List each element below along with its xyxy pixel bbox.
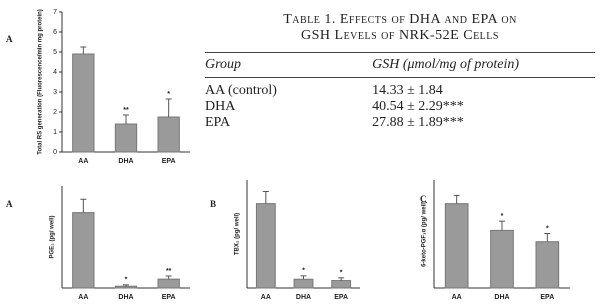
- row: EPA 27.88 ± 1.89***: [205, 115, 595, 131]
- cell: 40.54 ± 2.29***: [372, 99, 464, 114]
- cell: 14.33 ± 1.84: [372, 83, 443, 98]
- x-tick-label: EPA: [162, 158, 176, 165]
- bar: [114, 285, 138, 289]
- header-cell: Group: [205, 52, 303, 78]
- x-tick-label: EPA: [162, 294, 176, 301]
- table-title: Table 1. Effects of DHA and EPA on: [283, 12, 517, 27]
- cell: EPA: [205, 115, 231, 130]
- annotation: *: [546, 225, 549, 232]
- x-tick-label: EPA: [540, 294, 554, 301]
- cell: AA (control): [205, 83, 277, 98]
- bar: [114, 123, 138, 153]
- row: DHA 40.54 ± 2.29***: [205, 99, 595, 115]
- y-tick-label: 2: [53, 109, 57, 116]
- annotation: *: [167, 91, 170, 98]
- panel-label: B: [210, 199, 216, 209]
- x-tick-label: DHA: [118, 294, 133, 301]
- bar: [293, 278, 314, 289]
- y-tick-label: 7: [53, 9, 57, 16]
- error-bar: [262, 190, 269, 204]
- x-tick-label: AA: [78, 294, 88, 301]
- error-bar: [300, 275, 307, 280]
- annotation: **: [123, 107, 129, 114]
- bar: [331, 280, 352, 289]
- error-bar: [123, 114, 129, 124]
- header-row: Group GSH (μmol/mg of protein): [205, 52, 595, 78]
- bar: [157, 116, 180, 153]
- annotation: **: [166, 268, 172, 275]
- bar: [72, 212, 95, 289]
- x-tick-label: DHA: [296, 294, 311, 301]
- y-tick-label: 6: [53, 29, 57, 36]
- bar: [444, 203, 469, 289]
- y-tick-label: 4: [53, 69, 57, 76]
- error-bar: [165, 275, 172, 280]
- y-tick-label: 0: [53, 149, 57, 156]
- annotation: *: [340, 270, 343, 277]
- error-bar: [499, 220, 505, 231]
- x-tick-label: EPA: [334, 294, 348, 301]
- y-tick-label: 5: [53, 49, 57, 56]
- table: Group GSH (μmol/mg of protein) AA (contr…: [205, 52, 595, 131]
- bar: [72, 53, 95, 153]
- header-cell: GSH (μmol/mg of protein): [302, 52, 595, 78]
- y-tick-label: 3: [53, 89, 57, 96]
- y-axis-label: 6-keto-PGF₁α (pg/ well): [422, 201, 428, 267]
- error-bar: [80, 198, 87, 213]
- error-bar: [123, 284, 129, 287]
- bar: [255, 203, 276, 289]
- annotation: *: [302, 268, 305, 275]
- error-bar: [453, 194, 460, 204]
- annotation: *: [501, 213, 504, 220]
- x-tick-label: DHA: [494, 294, 509, 301]
- row: AA (control) 14.33 ± 1.84: [205, 78, 595, 100]
- panel-label: C: [420, 194, 427, 204]
- bar: [157, 278, 180, 289]
- panel-label: A: [6, 199, 13, 209]
- x-tick-label: AA: [78, 158, 88, 165]
- error-bar: [338, 277, 345, 281]
- y-axis-label: TBX₂ (pg/ well): [235, 213, 241, 255]
- cell: 27.88 ± 1.89***: [372, 115, 464, 130]
- y-axis-label: Total RS generation (Fluorescence/min mg…: [38, 9, 44, 155]
- panel-label: A: [6, 34, 13, 44]
- error-bar: [80, 46, 87, 54]
- y-axis-label: PGE₂ (pg/ well): [50, 215, 56, 258]
- table-title: GSH Levels of NRK-52E Cells: [301, 28, 499, 43]
- bar: [535, 241, 560, 289]
- x-tick-label: AA: [452, 294, 462, 301]
- annotation: *: [125, 277, 128, 284]
- error-bar: [544, 232, 551, 242]
- bar: [490, 229, 514, 289]
- y-tick-label: 1: [53, 129, 57, 136]
- cell: DHA: [205, 99, 236, 114]
- x-tick-label: DHA: [118, 158, 133, 165]
- x-tick-label: AA: [261, 294, 271, 301]
- table-block: Table 1. Effects of DHA and EPA on GSH L…: [205, 12, 595, 131]
- error-bar: [165, 98, 172, 117]
